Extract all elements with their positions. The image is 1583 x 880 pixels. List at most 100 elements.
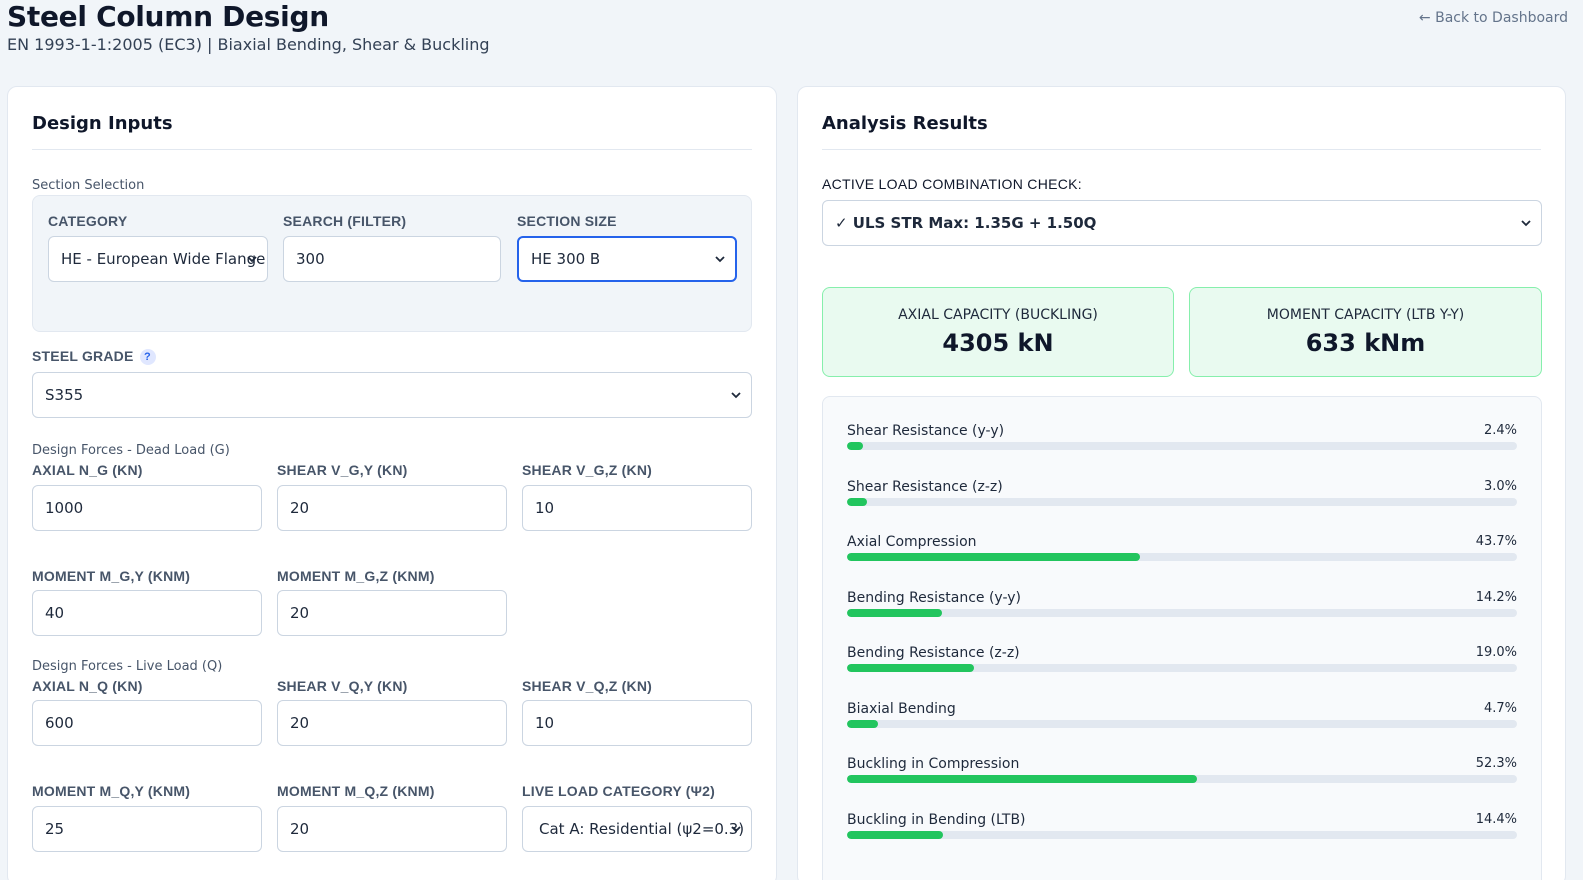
utilization-name: Biaxial Bending <box>847 700 956 717</box>
utilization-panel: Shear Resistance (y-y) 2.4% Shear Resistan… <box>822 396 1542 880</box>
shear-vgz-input[interactable]: 10 <box>522 485 752 531</box>
section-size-value: HE 300 B <box>531 250 601 268</box>
utilization-percent: 14.4% <box>1475 811 1517 827</box>
dead-load-group-label: Design Forces - Dead Load (G) <box>32 443 230 458</box>
utilization-bar-track <box>847 553 1517 561</box>
utilization-percent: 43.7% <box>1475 534 1517 549</box>
utilization-bar-track <box>847 830 1517 839</box>
utilization-row: Shear Resistance (y-y) 2.4% <box>847 423 1517 463</box>
moment-mgz-label: MOMENT M_G,Z (KNM) <box>277 568 435 584</box>
utilization-bar-fill <box>847 664 975 672</box>
back-to-dashboard-link[interactable]: ← Back to Dashboard <box>1418 10 1568 26</box>
moment-mgz-value: 20 <box>290 604 310 622</box>
moment-mgy-value: 40 <box>45 604 65 622</box>
utilization-bar-fill <box>847 497 868 506</box>
utilization-row: Bending Resistance (y-y) 14.2% <box>847 590 1517 630</box>
moment-mgz-input[interactable]: 20 <box>277 590 507 636</box>
help-icon[interactable]: ? <box>139 349 156 365</box>
moment-mqy-value: 25 <box>45 820 65 838</box>
utilization-bar-fill <box>847 553 1140 561</box>
design-inputs-card: Design Inputs Section Selection CATEGORY… <box>7 86 777 880</box>
utilization-name: Buckling in Compression <box>847 756 1020 772</box>
utilization-bar-track <box>847 497 1517 506</box>
utilization-name: Shear Resistance (y-y) <box>847 423 1005 439</box>
section-size-label: SECTION SIZE <box>517 213 617 229</box>
moment-mqz-label: MOMENT M_Q,Z (KNM) <box>277 783 435 799</box>
chevron-down-icon <box>715 256 725 263</box>
shear-vqy-input[interactable]: 20 <box>277 700 507 746</box>
divider <box>822 149 1541 150</box>
analysis-results-title: Analysis Results <box>822 113 988 134</box>
shear-vqz-label: SHEAR V_Q,Z (KN) <box>522 678 652 694</box>
axial-capacity-value: 4305 kN <box>942 329 1054 357</box>
utilization-name: Bending Resistance (z-z) <box>847 645 1020 661</box>
shear-vgy-label: SHEAR V_G,Y (KN) <box>277 462 408 478</box>
utilization-row: Buckling in Bending (LTB) 14.4% <box>847 812 1517 852</box>
category-select[interactable]: HE - European Wide Flange Beams <box>48 236 268 282</box>
load-combination-select[interactable]: ✓ ULS STR Max: 1.35G + 1.50Q <box>822 200 1542 246</box>
chevron-down-icon <box>1521 220 1531 227</box>
shear-vqy-label: SHEAR V_Q,Y (KN) <box>277 678 408 694</box>
utilization-bar-fill <box>847 775 1198 783</box>
utilization-percent: 3.0% <box>1483 478 1517 494</box>
shear-vqz-input[interactable]: 10 <box>522 700 752 746</box>
utilization-percent: 2.4% <box>1483 423 1517 438</box>
live-load-category-label: LIVE LOAD CATEGORY (Ψ2) <box>522 783 716 799</box>
category-value: HE - European Wide Flange Beams <box>61 250 267 268</box>
moment-mgy-label: MOMENT M_G,Y (KNM) <box>32 568 191 584</box>
utilization-bar-fill <box>847 442 864 450</box>
steel-grade-value: S355 <box>45 386 84 404</box>
load-combination-label: ACTIVE LOAD COMBINATION CHECK: <box>822 176 1082 192</box>
search-filter-value: 300 <box>296 250 325 268</box>
axial-ng-value: 1000 <box>45 499 84 517</box>
shear-vqy-value: 20 <box>290 714 310 732</box>
utilization-name: Axial Compression <box>847 534 977 550</box>
utilization-bar-track <box>847 775 1517 783</box>
chevron-down-icon <box>731 826 741 833</box>
section-selection-panel: CATEGORY HE - European Wide Flange Beams… <box>32 195 752 332</box>
shear-vgy-value: 20 <box>290 499 310 517</box>
utilization-bar-fill <box>847 830 944 839</box>
utilization-percent: 4.7% <box>1483 700 1517 716</box>
load-combination-value: ✓ ULS STR Max: 1.35G + 1.50Q <box>835 214 1097 232</box>
section-size-select[interactable]: HE 300 B <box>517 236 737 282</box>
shear-vqz-value: 10 <box>535 714 555 732</box>
divider <box>32 149 752 150</box>
page-title: Steel Column Design <box>7 0 329 33</box>
utilization-bar-fill <box>847 719 879 728</box>
utilization-name: Bending Resistance (y-y) <box>847 589 1022 606</box>
category-label: CATEGORY <box>48 213 128 229</box>
axial-capacity-card: AXIAL CAPACITY (BUCKLING) 4305 kN <box>822 287 1174 377</box>
utilization-row: Shear Resistance (z-z) 3.0% <box>847 479 1517 519</box>
moment-mqz-input[interactable]: 20 <box>277 806 507 852</box>
design-inputs-title: Design Inputs <box>32 113 173 134</box>
utilization-bar-track <box>847 664 1517 672</box>
steel-grade-label: STEEL GRADE? <box>32 348 156 365</box>
utilization-bar-track <box>847 608 1517 617</box>
search-filter-input[interactable]: 300 <box>283 236 501 282</box>
utilization-row: Bending Resistance (z-z) 19.0% <box>847 645 1517 685</box>
chevron-down-icon <box>247 256 257 263</box>
search-filter-label: SEARCH (FILTER) <box>283 213 407 229</box>
axial-ng-label: AXIAL N_G (KN) <box>32 462 143 478</box>
utilization-name: Buckling in Bending (LTB) <box>847 811 1026 828</box>
axial-capacity-label: AXIAL CAPACITY (BUCKLING) <box>898 307 1098 323</box>
steel-grade-select[interactable]: S355 <box>32 372 752 418</box>
live-load-category-select[interactable]: Cat A: Residential (ψ2=0.3) <box>522 806 752 852</box>
utilization-row: Axial Compression 43.7% <box>847 534 1517 574</box>
axial-nq-value: 600 <box>45 714 74 732</box>
moment-mgy-input[interactable]: 40 <box>32 590 262 636</box>
utilization-percent: 19.0% <box>1475 645 1517 660</box>
moment-capacity-value: 633 kNm <box>1305 329 1426 357</box>
moment-mqy-input[interactable]: 25 <box>32 806 262 852</box>
axial-ng-input[interactable]: 1000 <box>32 485 262 531</box>
axial-nq-label: AXIAL N_Q (KN) <box>32 678 143 694</box>
moment-capacity-card: MOMENT CAPACITY (LTB Y-Y) 633 kNm <box>1189 287 1542 377</box>
utilization-row: Biaxial Bending 4.7% <box>847 701 1517 741</box>
section-selection-label: Section Selection <box>32 178 145 193</box>
shear-vgy-input[interactable]: 20 <box>277 485 507 531</box>
steel-grade-label-text: STEEL GRADE <box>32 348 134 364</box>
moment-capacity-label: MOMENT CAPACITY (LTB Y-Y) <box>1266 307 1465 323</box>
utilization-bar-fill <box>847 608 943 617</box>
axial-nq-input[interactable]: 600 <box>32 700 262 746</box>
